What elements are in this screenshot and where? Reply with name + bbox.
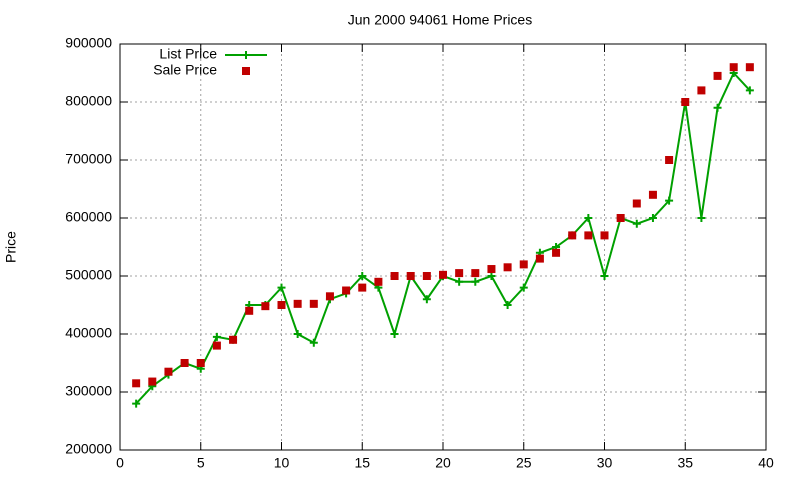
y-tick-label: 700000 xyxy=(65,151,112,167)
x-tick-label: 35 xyxy=(677,455,693,471)
point xyxy=(584,214,593,222)
point xyxy=(245,306,254,315)
point xyxy=(293,299,302,308)
point xyxy=(406,272,415,280)
x-tick-label: 20 xyxy=(435,455,451,471)
y-axis-label: Price xyxy=(3,231,19,263)
point xyxy=(568,231,577,240)
point xyxy=(277,301,286,309)
point xyxy=(632,219,641,228)
point xyxy=(212,332,221,341)
point xyxy=(697,214,706,222)
point xyxy=(309,299,318,308)
point xyxy=(261,302,270,311)
point xyxy=(745,86,754,95)
point xyxy=(648,214,657,222)
point xyxy=(358,272,367,280)
point xyxy=(390,272,399,280)
point xyxy=(729,63,738,72)
x-tick-label: 0 xyxy=(116,455,124,471)
point xyxy=(665,156,674,164)
point xyxy=(552,248,561,257)
x-tick-label: 10 xyxy=(274,455,290,471)
point xyxy=(390,330,399,338)
point xyxy=(519,283,528,292)
point xyxy=(681,98,690,106)
point xyxy=(422,295,431,304)
point xyxy=(455,269,464,278)
point xyxy=(503,301,512,309)
point xyxy=(713,103,722,112)
point xyxy=(471,269,480,278)
point xyxy=(616,214,625,222)
point xyxy=(535,254,544,263)
y-tick-label: 200000 xyxy=(65,441,112,457)
point xyxy=(487,265,496,274)
plot-frame xyxy=(119,43,767,451)
point xyxy=(374,277,383,286)
point xyxy=(132,379,141,388)
point xyxy=(132,399,141,408)
point xyxy=(358,283,367,292)
point xyxy=(600,272,609,280)
legend-swatch xyxy=(242,51,250,59)
series xyxy=(132,63,754,388)
point xyxy=(180,359,189,367)
y-tick-label: 400000 xyxy=(65,325,112,341)
y-tick-label: 900000 xyxy=(65,35,112,51)
x-tick-label: 25 xyxy=(516,455,532,471)
point xyxy=(277,283,286,292)
point xyxy=(164,367,173,376)
legend-swatch xyxy=(242,67,250,75)
point xyxy=(648,190,657,199)
x-tick-label: 5 xyxy=(197,455,205,471)
point xyxy=(212,341,221,350)
point xyxy=(455,277,464,286)
legend-label: List Price xyxy=(159,46,217,62)
x-tick-label: 15 xyxy=(354,455,370,471)
point xyxy=(519,260,528,269)
y-tick-label: 800000 xyxy=(65,93,112,109)
point xyxy=(584,231,593,240)
x-tick-label: 30 xyxy=(597,455,613,471)
point xyxy=(229,335,238,344)
point xyxy=(600,231,609,240)
y-tick-label: 500000 xyxy=(65,267,112,283)
point xyxy=(713,71,722,80)
point xyxy=(439,270,447,279)
point xyxy=(293,330,302,338)
y-tick-label: 300000 xyxy=(65,383,112,399)
y-tick-label: 600000 xyxy=(65,209,112,225)
point xyxy=(503,263,512,272)
point xyxy=(665,196,674,205)
legend-label: Sale Price xyxy=(153,62,217,78)
point xyxy=(632,199,641,208)
chart-title: Jun 2000 94061 Home Prices xyxy=(348,12,532,28)
point xyxy=(196,359,205,367)
point xyxy=(325,292,334,301)
point xyxy=(422,272,431,280)
point xyxy=(471,277,480,286)
point xyxy=(745,63,754,72)
point xyxy=(487,272,496,280)
point xyxy=(148,377,157,386)
x-tick-label: 40 xyxy=(758,455,774,471)
point xyxy=(342,286,351,295)
point xyxy=(309,338,318,347)
point xyxy=(697,86,706,95)
